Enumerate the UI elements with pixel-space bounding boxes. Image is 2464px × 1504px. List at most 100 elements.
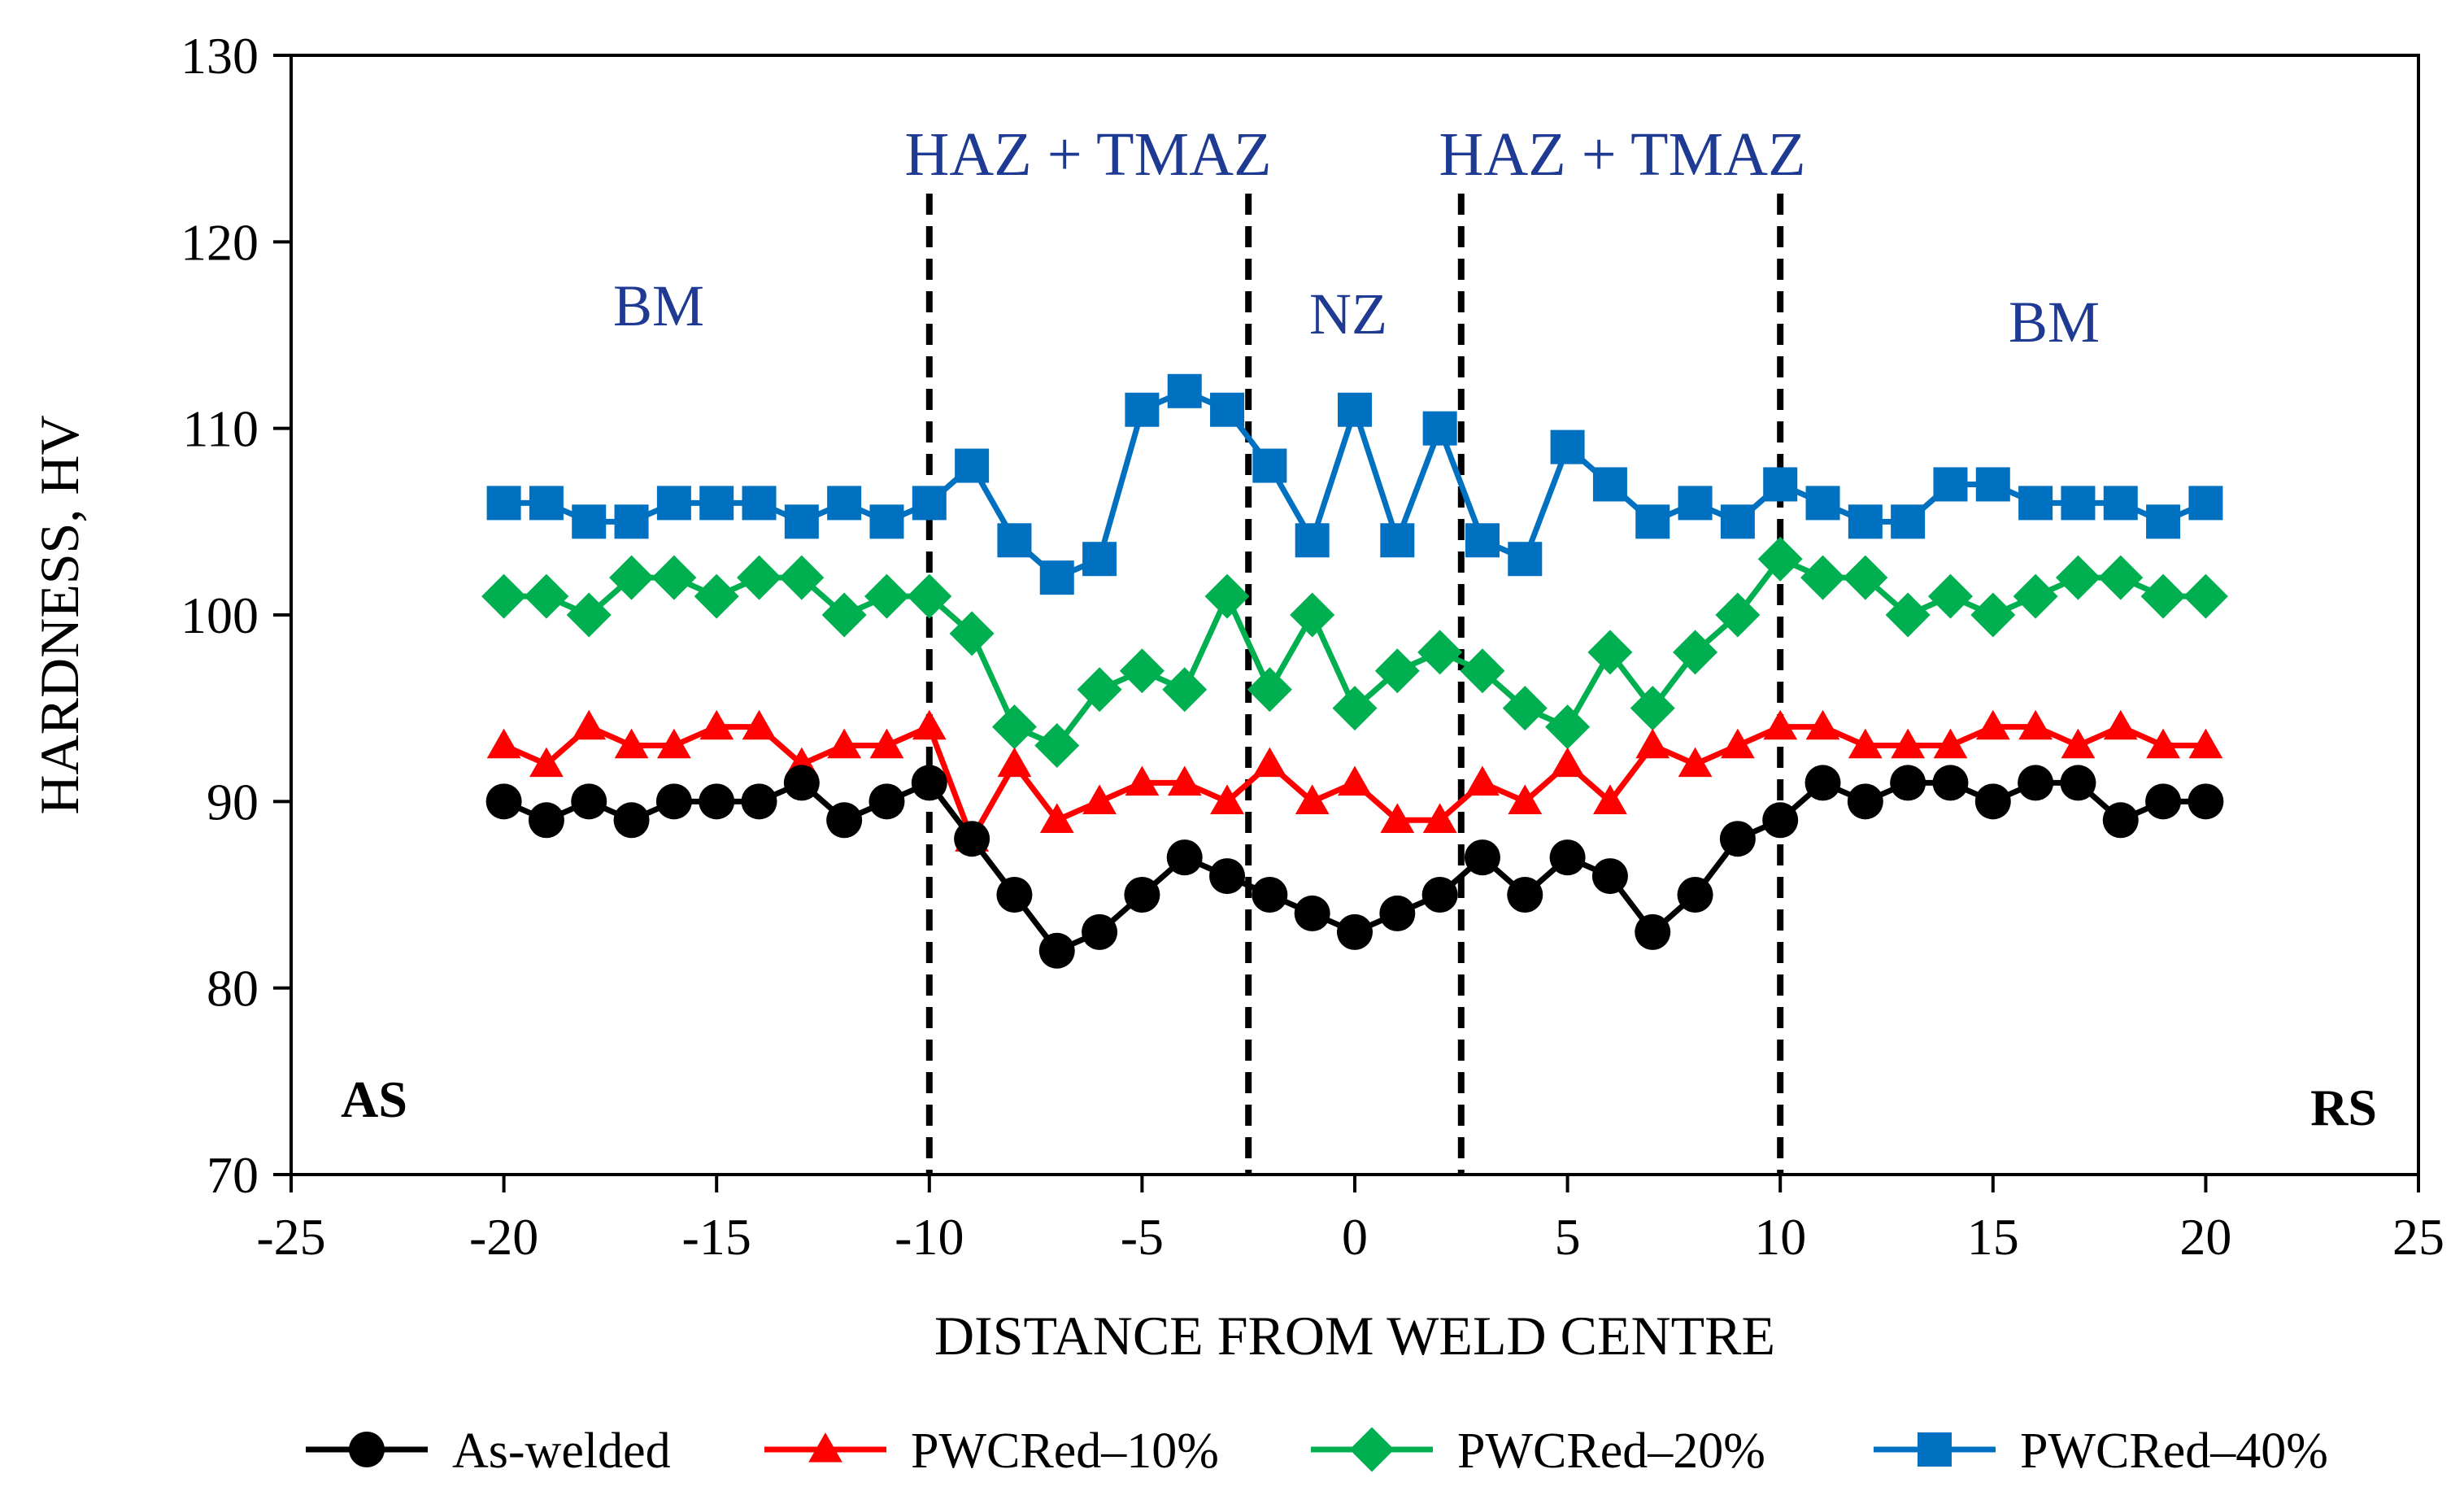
data-point: [1848, 504, 1883, 539]
data-point: [2055, 555, 2100, 600]
data-point: [572, 504, 607, 539]
data-point: [614, 728, 649, 759]
data-point: [869, 504, 904, 539]
data-point: [991, 704, 1037, 750]
data-point: [1209, 858, 1246, 895]
data-point: [997, 747, 1032, 778]
data-point: [2061, 728, 2096, 759]
x-tick-label: 5: [1555, 1208, 1581, 1266]
data-point: [1380, 523, 1415, 558]
data-point: [1804, 765, 1841, 801]
data-point: [1678, 747, 1713, 778]
data-point: [1763, 709, 1798, 740]
data-point: [1380, 803, 1415, 833]
data-point: [572, 709, 607, 740]
data-point: [1338, 392, 1372, 427]
data-point: [699, 783, 735, 820]
data-point: [997, 523, 1032, 558]
data-point: [1421, 877, 1458, 913]
data-point: [2018, 765, 2054, 801]
legend-label: PWCRed–20%: [1457, 1423, 1765, 1479]
data-point: [1763, 467, 1798, 502]
data-point: [1460, 648, 1505, 694]
legend: As-welded PWCRed–10% PWCRed–20% PWCRed–40%: [306, 1423, 2328, 1479]
data-point: [1337, 913, 1373, 950]
data-point: [2188, 728, 2223, 759]
data-point: [2103, 486, 2138, 521]
x-tick-label: -25: [256, 1208, 325, 1266]
data-point: [1252, 448, 1287, 483]
data-point: [2146, 728, 2180, 759]
data-point: [1549, 839, 1586, 876]
data-point: [1082, 913, 1118, 950]
legend-item: PWCRed–20%: [1311, 1423, 1765, 1479]
data-point: [2018, 709, 2053, 740]
data-point: [912, 486, 947, 521]
data-point: [481, 573, 527, 619]
data-point: [1891, 728, 1926, 759]
data-point: [1720, 728, 1755, 759]
data-point: [1464, 839, 1500, 876]
data-point: [1038, 932, 1075, 969]
x-axis-label: DISTANCE FROM WELD CENTRE: [934, 1305, 1775, 1367]
x-tick-label: -5: [1121, 1208, 1164, 1266]
data-point: [1591, 858, 1628, 895]
legend-item: PWCRed–40%: [1874, 1423, 2328, 1479]
data-point: [2103, 709, 2138, 740]
data-point: [1338, 765, 1372, 796]
data-point: [486, 728, 521, 759]
data-point: [1635, 913, 1671, 950]
data-point: [1757, 536, 1803, 582]
x-tick-label: -15: [682, 1208, 751, 1266]
data-point: [2060, 765, 2096, 801]
data-point: [1077, 667, 1122, 713]
data-point: [1210, 392, 1245, 427]
legend-item: PWCRed–10%: [764, 1423, 1219, 1479]
data-point: [1635, 728, 1670, 759]
data-point: [1417, 630, 1463, 675]
data-point: [485, 783, 522, 820]
data-point: [949, 611, 995, 656]
data-point: [699, 486, 734, 521]
data-point: [741, 783, 777, 820]
data-point: [1630, 686, 1675, 731]
data-point: [1247, 667, 1292, 713]
y-axis-label: HARDNESS, HV: [28, 415, 90, 814]
zone-label-bm-left: BM: [613, 273, 704, 338]
data-point: [1422, 411, 1457, 446]
data-point: [1678, 486, 1713, 521]
data-point: [1550, 429, 1585, 464]
data-point: [1508, 784, 1543, 815]
data-point: [656, 486, 691, 521]
data-point: [1422, 803, 1457, 833]
zone-label-haz-tmaz-right: HAZ + TMAZ: [1439, 120, 1806, 189]
data-point: [614, 504, 649, 539]
data-point: [2140, 573, 2186, 619]
data-point: [2145, 783, 2182, 820]
data-point: [1082, 542, 1117, 577]
data-point: [1848, 728, 1883, 759]
zone-label-bm-right: BM: [2009, 290, 2100, 355]
data-point: [2188, 783, 2224, 820]
data-point: [1507, 877, 1543, 913]
x-tick-label: 25: [2392, 1208, 2444, 1266]
data-point: [1167, 373, 1202, 408]
y-axis: 70 80 90 100 110 120 130: [181, 27, 291, 1204]
data-point: [1933, 728, 1968, 759]
data-point: [742, 486, 777, 521]
y-tick-label: 130: [181, 27, 259, 85]
data-point: [1034, 723, 1080, 769]
data-point: [869, 728, 904, 759]
data-point: [1039, 560, 1074, 595]
legend-marker: [1349, 1427, 1395, 1472]
data-point: [655, 783, 692, 820]
data-point: [529, 747, 564, 778]
y-tick-label: 110: [182, 400, 259, 458]
data-point: [1847, 783, 1883, 820]
y-tick-label: 90: [207, 773, 259, 830]
data-point: [529, 486, 564, 521]
data-point: [656, 728, 691, 759]
data-point: [2061, 486, 2096, 521]
y-tick-label: 70: [207, 1146, 259, 1204]
